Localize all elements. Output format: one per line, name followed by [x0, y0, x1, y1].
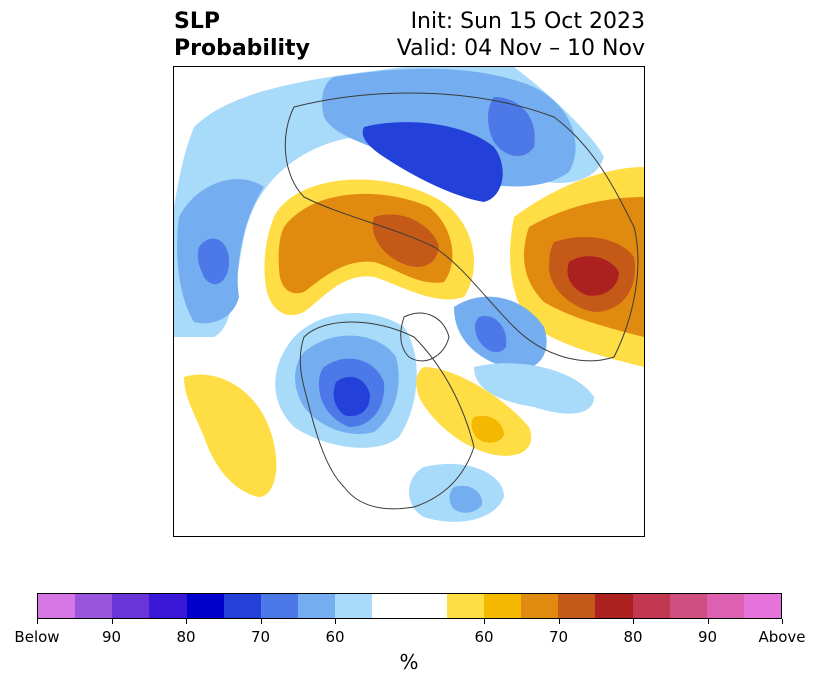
- colorbar-tick-mark: [484, 619, 485, 624]
- colorbar-tick-mark: [633, 619, 634, 624]
- coastlines: [284, 92, 639, 510]
- init-date: Init: Sun 15 Oct 2023: [410, 9, 645, 34]
- colorbar-swatch: [149, 594, 187, 618]
- blue-top-right: [488, 97, 535, 157]
- colorbar-tick-mark: [186, 619, 187, 624]
- colorbar-tick-label: 90: [101, 628, 122, 646]
- colorbar-swatch: [112, 594, 150, 618]
- colorbar-tick-mark: [707, 619, 709, 624]
- coast-north-america: [299, 321, 475, 510]
- colorbar-swatch: [483, 594, 522, 618]
- colorbar-tick-label: 80: [623, 628, 643, 646]
- yellow-southwest: [184, 374, 277, 497]
- colorbar-tick-mark: [260, 619, 262, 624]
- blue-low-mid-right-dark: [474, 316, 507, 353]
- red-right-core: [567, 256, 619, 296]
- colorbar-tick-mark: [335, 619, 336, 624]
- colorbar-swatch: [335, 594, 373, 618]
- coast-greenland: [400, 312, 450, 362]
- blue-top-dark: [362, 122, 503, 202]
- colorbar-tick-mark: [558, 619, 560, 624]
- blue-low-mid-right-band: [474, 363, 594, 414]
- colorbar-unit: %: [399, 650, 419, 674]
- colorbar-swatch: [260, 594, 299, 618]
- map-svg: [174, 67, 644, 522]
- title-type: Probability: [174, 36, 310, 61]
- colorbar-swatch: [38, 594, 76, 618]
- colorbar-swatch: [521, 594, 559, 618]
- colorbar-swatch: [372, 594, 410, 618]
- probability-colorbar: [37, 593, 782, 619]
- colorbar-swatch: [706, 594, 744, 618]
- colorbar-tick-mark: [37, 619, 38, 624]
- colorbar-tick-label: 70: [250, 628, 271, 646]
- colorbar-tick-mark: [111, 619, 113, 624]
- coast-eurasia: [284, 92, 639, 362]
- colorbar-tick-label: Above: [758, 628, 806, 646]
- colorbar-tick-label: 60: [474, 628, 494, 646]
- colorbar-swatch: [75, 594, 113, 618]
- title-left: SLP Probability: [174, 8, 310, 62]
- blue-low-west-deep: [333, 376, 370, 417]
- rust-mid: [372, 214, 439, 267]
- colorbar-swatch: [223, 594, 261, 618]
- colorbar-tick-label: 70: [548, 628, 569, 646]
- valid-range: Valid: 04 Nov – 10 Nov: [396, 36, 645, 61]
- colorbar-swatch: [446, 594, 484, 618]
- colorbar-swatch: [186, 594, 224, 618]
- blue-low-south-core: [449, 485, 483, 513]
- colorbar-swatch: [669, 594, 707, 618]
- title-variable: SLP: [174, 9, 220, 34]
- colorbar-tick-label: Below: [14, 628, 60, 646]
- colorbar-tick-label: 80: [176, 628, 196, 646]
- colorbar-swatch: [298, 594, 336, 618]
- orange-atlantic: [471, 415, 504, 443]
- colorbar-swatch: [743, 594, 782, 618]
- colorbar-swatch: [558, 594, 596, 618]
- colorbar-swatch: [409, 594, 447, 618]
- probability-map: [173, 66, 645, 537]
- colorbar-tick-label: 60: [325, 628, 345, 646]
- blue-dark-left: [197, 238, 229, 285]
- colorbar-tick-mark: [782, 619, 783, 624]
- title-right: Init: Sun 15 Oct 2023 Valid: 04 Nov – 10…: [397, 8, 645, 62]
- colorbar-tick-label: 90: [697, 628, 718, 646]
- colorbar-swatch: [595, 594, 633, 618]
- colorbar-swatch: [632, 594, 670, 618]
